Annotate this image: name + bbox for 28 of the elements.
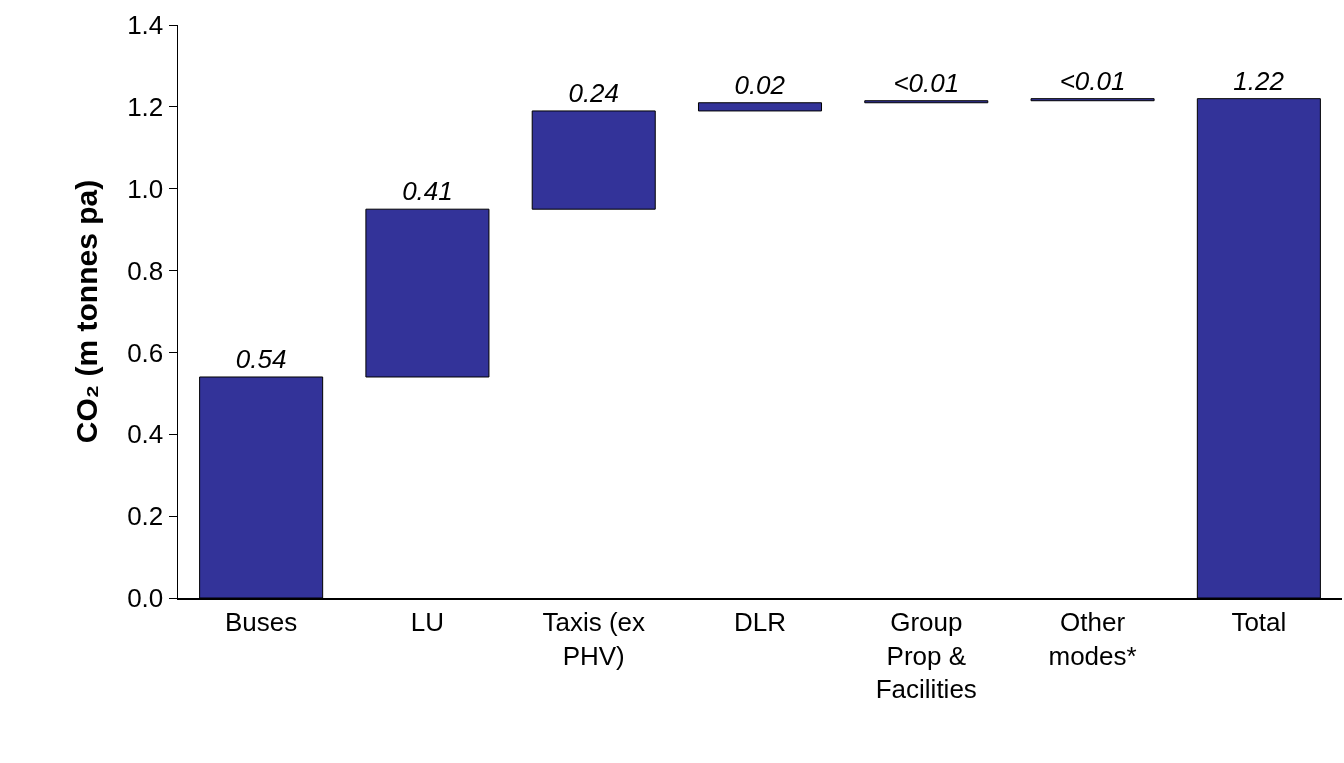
x-tick-label: LU: [410, 606, 445, 637]
bar: [864, 100, 989, 104]
data-label: 0.24: [568, 77, 620, 108]
x-tick-label: Group Prop & Facilities: [875, 606, 977, 705]
x-tick-label: DLR: [733, 606, 787, 637]
data-label: 0.41: [402, 176, 453, 207]
data-label: 0.54: [235, 343, 287, 374]
data-label: <0.01: [1059, 65, 1126, 96]
x-tick-label: Buses: [225, 606, 298, 637]
data-label: 0.02: [734, 69, 786, 100]
data-label: <0.01: [893, 67, 960, 98]
bar: [697, 102, 823, 112]
x-tick-label: Taxis (ex PHV): [542, 606, 645, 671]
y-tick-label: 1.0: [127, 173, 164, 204]
y-tick-label: 0.2: [127, 501, 164, 532]
data-label: 1.22: [1233, 65, 1285, 96]
y-axis-title: CO₂ (m tonnes pa): [70, 179, 104, 444]
x-tick-label: Total: [1231, 606, 1287, 637]
y-tick-label: 0.6: [127, 337, 164, 368]
x-tick-label: Other modes*: [1048, 606, 1137, 671]
bar: [531, 110, 656, 210]
bar: [1030, 98, 1155, 102]
y-tick-label: 0.8: [127, 255, 164, 286]
y-tick-label: 0.0: [127, 583, 164, 614]
y-tick-label: 0.4: [127, 419, 164, 450]
y-tick-label: 1.2: [127, 91, 164, 122]
bar: [365, 208, 490, 378]
y-tick-label: 1.4: [127, 10, 164, 41]
